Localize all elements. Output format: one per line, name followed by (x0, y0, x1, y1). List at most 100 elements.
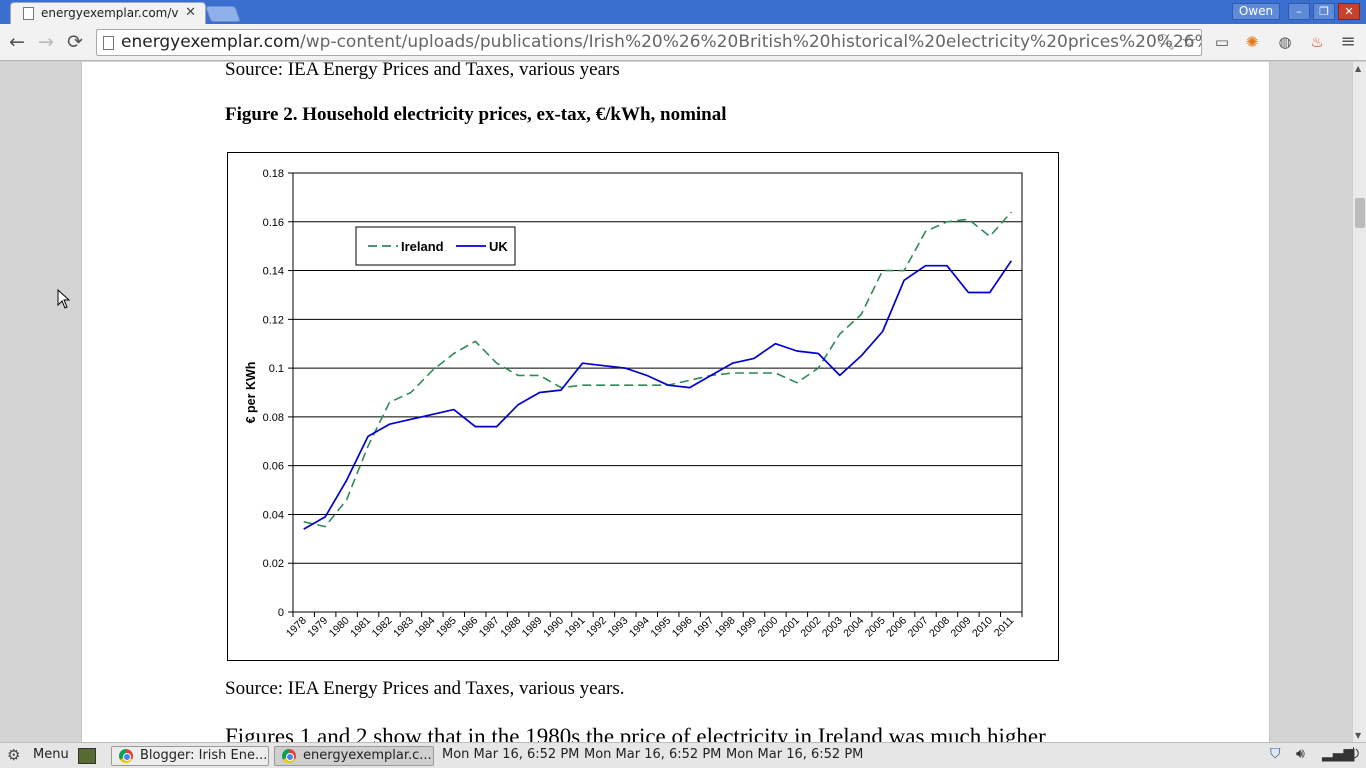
x-tick-label: 1999 (734, 615, 759, 640)
x-tick-label: 1998 (713, 615, 738, 640)
new-tab-button[interactable] (205, 6, 241, 22)
menu-gear-icon[interactable]: ⚙ (7, 746, 21, 764)
y-tick-label: 0.12 (263, 314, 284, 326)
y-tick-label: 0.14 (263, 266, 284, 278)
x-tick-label: 2006 (884, 615, 909, 640)
series-line-uk (303, 260, 1013, 530)
x-tick-label: 1984 (412, 615, 437, 640)
extension-globe-icon[interactable]: ◍ (1278, 33, 1292, 51)
vertical-scrollbar[interactable]: ▲ ▼ (1352, 62, 1366, 742)
address-bar[interactable]: energyexemplar.com/wp-content/uploads/pu… (96, 29, 1202, 56)
body-paragraph: Figures 1 and 2 show that in the 1980s t… (225, 724, 1046, 742)
x-tick-label: 1989 (520, 615, 545, 640)
series-line-ireland (303, 211, 1012, 528)
page-icon (103, 36, 114, 50)
legend-label-uk: UK (489, 239, 508, 254)
browser-toolbar: ← → ⟳ energyexemplar.com/wp-content/uplo… (0, 24, 1366, 61)
network-signal-icon[interactable]: ▂▄▆ (1322, 746, 1355, 762)
bookmark-star-icon[interactable]: ☆ (1180, 31, 1197, 52)
x-tick-label: 2010 (970, 615, 995, 640)
source-note-top: Source: IEA Energy Prices and Taxes, var… (225, 62, 620, 80)
minimize-button[interactable]: – (1288, 3, 1310, 20)
menu-button[interactable]: Menu (33, 747, 69, 762)
clock: Mon Mar 16, 6:52 PM (726, 747, 864, 762)
x-tick-label: 2011 (992, 615, 1017, 640)
volume-icon[interactable]: 🔊︎ (1296, 746, 1305, 762)
electricity-price-chart: 0 0.02 0.04 0.06 0.08 0.1 0.12 0.14 0.16 0.18 1978… (227, 152, 1059, 661)
taskbar-item-label: Blogger: Irish Ene... (140, 748, 268, 763)
taskbar: ⚙ Menu Blogger: Irish Ene... energyexemp… (0, 742, 1366, 768)
page-viewport: Source: IEA Energy Prices and Taxes, var… (0, 62, 1352, 742)
zoom-icon[interactable]: 🔍︎ (1155, 33, 1175, 51)
chrome-menu-icon[interactable]: ≡ (1340, 31, 1356, 52)
close-window-button[interactable]: ✕ (1338, 3, 1360, 20)
extension-fire-icon[interactable]: ♨ (1310, 33, 1324, 51)
profile-button[interactable]: Owen (1232, 3, 1280, 20)
x-tick-label: 2008 (927, 615, 952, 640)
y-tick-label: 0.02 (263, 558, 284, 570)
clock: Mon Mar 16, 6:52 PM (584, 747, 722, 762)
y-tick-label: 0.1 (269, 363, 284, 375)
x-tick-label: 1979 (305, 615, 330, 640)
cast-icon[interactable]: ▭ (1214, 33, 1230, 51)
x-tick-label: 2003 (820, 615, 845, 640)
back-icon[interactable]: ← (9, 31, 25, 53)
x-tick-label: 1978 (284, 615, 309, 640)
y-tick-label: 0.18 (263, 168, 284, 180)
y-tick-label: 0.06 (263, 461, 284, 473)
taskbar-item-energyexemplar[interactable]: energyexemplar.c... (274, 746, 434, 766)
x-tick-label: 2007 (906, 615, 931, 640)
x-tick-label: 1990 (541, 615, 566, 640)
clock: Mon Mar 16, 6:52 PM (442, 747, 580, 762)
tab-title: energyexemplar.com/v (41, 6, 179, 20)
x-tick-label: 1987 (477, 615, 502, 640)
terminal-icon[interactable] (78, 748, 96, 764)
tab-close-icon[interactable]: ✕ (185, 5, 196, 20)
chrome-icon (119, 749, 133, 763)
y-tick-label: 0.16 (263, 217, 284, 229)
window-titlebar: energyexemplar.com/v ✕ Owen – ❐ ✕ (0, 0, 1366, 24)
taskbar-item-blogger[interactable]: Blogger: Irish Ene... (111, 746, 269, 766)
x-tick-label: 1993 (605, 615, 630, 640)
x-tick-label: 1996 (670, 615, 695, 640)
x-tick-label: 1994 (627, 615, 652, 640)
legend-label-ireland: Ireland (401, 239, 444, 254)
y-tick-label: 0.08 (263, 412, 284, 424)
extension-fox-icon[interactable]: ✺ (1245, 33, 1259, 51)
x-tick-label: 1985 (434, 615, 459, 640)
y-axis-label: € per KWh (244, 362, 258, 424)
y-tick-label: 0.04 (263, 509, 284, 521)
x-tick-label: 1986 (455, 615, 480, 640)
forward-icon[interactable]: → (38, 31, 54, 53)
mouse-cursor-icon (57, 289, 71, 309)
scroll-up-icon[interactable]: ▲ (1355, 64, 1362, 73)
y-tick-label: 0 (278, 607, 284, 619)
x-tick-label: 2005 (863, 615, 888, 640)
update-shield-icon[interactable]: ⛉ (1270, 746, 1281, 762)
x-tick-label: 1983 (391, 615, 416, 640)
taskbar-item-label: energyexemplar.c... (303, 748, 432, 763)
x-tick-label: 1980 (327, 615, 352, 640)
x-tick-label: 2000 (756, 615, 781, 640)
x-tick-label: 1995 (648, 615, 673, 640)
x-tick-label: 2001 (777, 615, 802, 640)
power-icon[interactable]: ⏻ (1348, 746, 1360, 762)
x-tick-label: 2009 (949, 615, 974, 640)
restore-button[interactable]: ❐ (1313, 3, 1335, 20)
x-tick-label: 1982 (370, 615, 395, 640)
scroll-down-icon[interactable]: ▼ (1355, 731, 1362, 740)
page-icon (23, 7, 34, 20)
x-tick-label: 2004 (841, 615, 866, 640)
x-tick-label: 1988 (498, 615, 523, 640)
x-tick-label: 1997 (691, 615, 716, 640)
browser-tab[interactable]: energyexemplar.com/v ✕ (10, 2, 206, 24)
scroll-thumb[interactable] (1355, 198, 1365, 228)
reload-icon[interactable]: ⟳ (67, 31, 83, 53)
x-tick-label: 1981 (348, 615, 373, 640)
source-note-bottom: Source: IEA Energy Prices and Taxes, var… (225, 678, 625, 699)
pdf-page: Source: IEA Energy Prices and Taxes, var… (81, 62, 1270, 742)
chrome-icon (282, 749, 296, 763)
x-tick-label: 1992 (584, 615, 609, 640)
url-host: energyexemplar.com (121, 32, 301, 52)
url-path: /wp-content/uploads/publications/Irish%2… (300, 32, 1202, 52)
